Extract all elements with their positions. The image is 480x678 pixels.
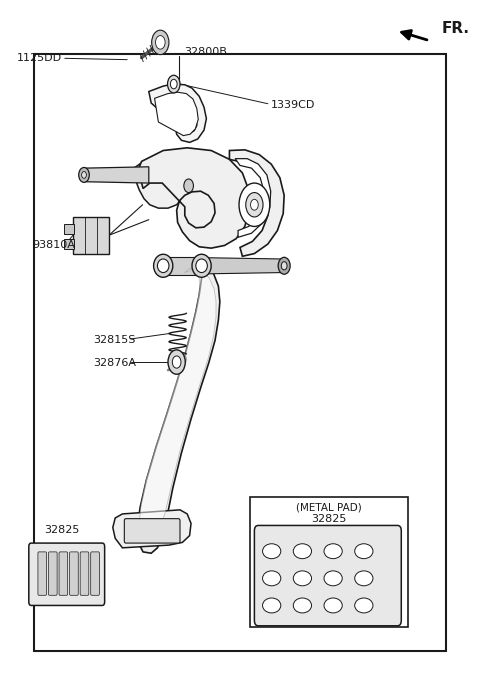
FancyBboxPatch shape	[29, 543, 105, 605]
Ellipse shape	[154, 254, 173, 277]
Polygon shape	[132, 161, 185, 208]
Ellipse shape	[324, 571, 342, 586]
Polygon shape	[149, 84, 206, 142]
Polygon shape	[84, 167, 149, 183]
Ellipse shape	[293, 598, 312, 613]
FancyBboxPatch shape	[64, 239, 74, 249]
Ellipse shape	[192, 254, 211, 277]
Polygon shape	[229, 150, 284, 256]
Text: 32825: 32825	[44, 525, 80, 535]
Text: 32800B: 32800B	[184, 47, 227, 56]
Ellipse shape	[278, 257, 290, 275]
Polygon shape	[235, 159, 271, 237]
FancyBboxPatch shape	[254, 525, 401, 626]
Text: 32825: 32825	[311, 514, 347, 523]
Circle shape	[184, 179, 193, 193]
Ellipse shape	[324, 544, 342, 559]
Polygon shape	[155, 92, 198, 136]
FancyBboxPatch shape	[91, 552, 99, 595]
Ellipse shape	[355, 571, 373, 586]
Ellipse shape	[157, 259, 169, 273]
FancyBboxPatch shape	[80, 552, 89, 595]
FancyBboxPatch shape	[38, 552, 47, 595]
Polygon shape	[202, 258, 283, 274]
Polygon shape	[113, 510, 191, 548]
Circle shape	[172, 356, 181, 368]
Ellipse shape	[355, 544, 373, 559]
Circle shape	[168, 75, 180, 93]
Circle shape	[156, 36, 165, 49]
Polygon shape	[137, 259, 220, 553]
Circle shape	[251, 199, 258, 210]
Text: FR.: FR.	[442, 21, 469, 36]
Text: (METAL PAD): (METAL PAD)	[296, 502, 361, 512]
FancyBboxPatch shape	[59, 552, 68, 595]
Circle shape	[179, 354, 186, 365]
FancyBboxPatch shape	[34, 54, 446, 651]
Circle shape	[152, 31, 169, 54]
FancyBboxPatch shape	[70, 552, 78, 595]
Ellipse shape	[263, 598, 281, 613]
Ellipse shape	[293, 571, 312, 586]
Ellipse shape	[263, 544, 281, 559]
Polygon shape	[138, 148, 250, 248]
Ellipse shape	[293, 544, 312, 559]
Circle shape	[239, 183, 270, 226]
Text: 32876A: 32876A	[94, 359, 137, 368]
Text: 32815S: 32815S	[94, 336, 136, 345]
Ellipse shape	[324, 598, 342, 613]
Circle shape	[246, 193, 263, 217]
Circle shape	[168, 350, 185, 374]
Polygon shape	[139, 268, 216, 542]
FancyBboxPatch shape	[73, 217, 109, 254]
Ellipse shape	[281, 262, 287, 270]
Ellipse shape	[196, 259, 207, 273]
Polygon shape	[163, 257, 202, 275]
Ellipse shape	[355, 598, 373, 613]
FancyBboxPatch shape	[48, 552, 57, 595]
FancyBboxPatch shape	[124, 519, 180, 543]
FancyBboxPatch shape	[250, 497, 408, 627]
Ellipse shape	[79, 167, 89, 182]
Circle shape	[170, 79, 177, 89]
Ellipse shape	[82, 172, 86, 178]
FancyBboxPatch shape	[64, 224, 74, 234]
Text: 1125DD: 1125DD	[17, 54, 62, 63]
Text: 1339CD: 1339CD	[271, 100, 315, 110]
Text: 93810A: 93810A	[33, 241, 75, 250]
Ellipse shape	[263, 571, 281, 586]
